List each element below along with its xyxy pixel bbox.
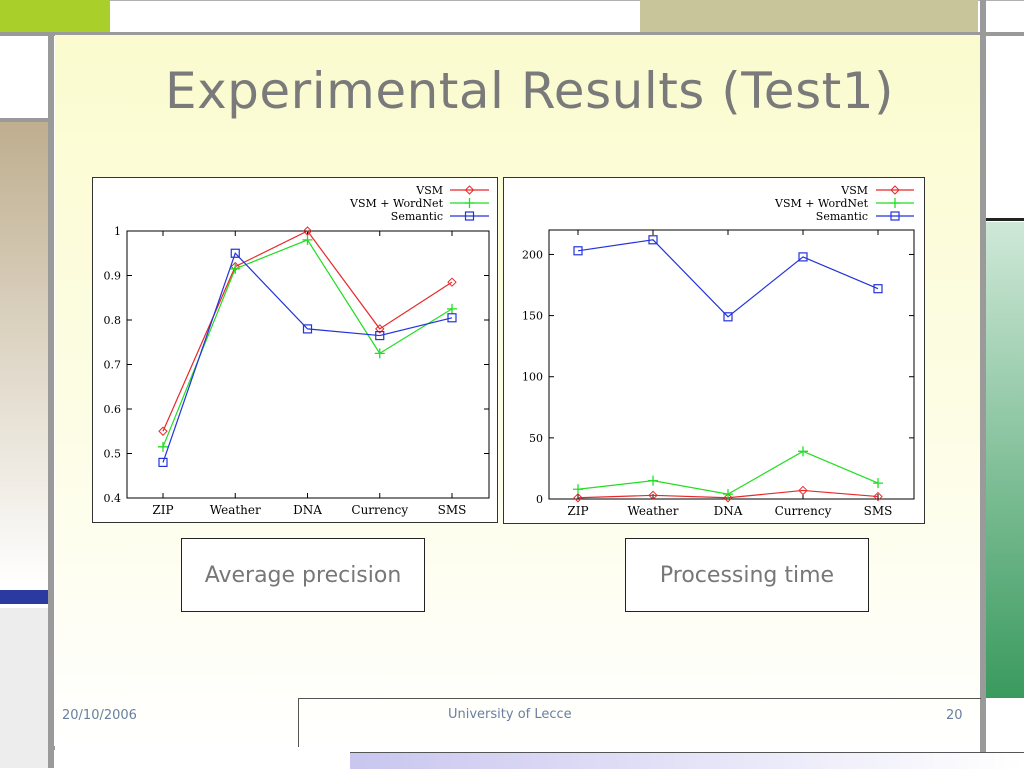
frame-left-vline (48, 36, 54, 768)
series-line (577, 239, 879, 318)
callout-label: Processing time (659, 562, 835, 588)
data-point (723, 493, 733, 503)
frame-right-black-line (986, 218, 1024, 221)
data-point (723, 489, 733, 500)
footer-page-number: 20 (946, 708, 963, 723)
data-point (573, 246, 583, 256)
footer-organization: University of Lecce (448, 707, 572, 722)
data-point (648, 490, 658, 501)
data-point (873, 478, 883, 489)
series-line (162, 239, 453, 448)
y-tick-label: 100 (522, 371, 543, 384)
x-tick-label: SMS (864, 504, 893, 518)
callout-label: Average precision (204, 562, 402, 588)
data-point (573, 493, 583, 503)
data-point (374, 348, 385, 359)
legend-marker (890, 211, 900, 221)
legend-marker (464, 198, 475, 208)
data-point (158, 457, 168, 467)
data-point (302, 324, 313, 334)
frame-right-vline (980, 0, 986, 768)
legend-marker (464, 211, 475, 221)
data-point (158, 426, 168, 436)
x-tick-label: Currency (775, 504, 832, 518)
legend-label: VSM + WordNet (774, 197, 869, 210)
slide-title: Experimental Results (Test1) (165, 62, 895, 120)
legend-marker (464, 185, 475, 195)
legend-label: VSM (415, 184, 443, 197)
y-tick-label: 0 (536, 493, 543, 506)
legend-marker (890, 198, 900, 208)
footer-date: 20/10/2006 (62, 708, 137, 723)
series-line (577, 450, 879, 495)
x-tick-label: ZIP (152, 503, 173, 517)
precision-chart-panel: 0.4 0.5 0.6 0.7 0.8 0.9 1 ZIP Weather DNA Currency… (92, 177, 498, 523)
frame-left-tan (0, 122, 48, 588)
x-tick-label: SMS (438, 503, 467, 517)
frame-top-right-khaki (640, 0, 978, 32)
data-point (302, 234, 313, 245)
y-tick-label: 200 (522, 248, 543, 261)
y-tick-label: 0.6 (104, 403, 122, 416)
time-chart-panel: 0 50 100 150 200 ZIP Weather DNA Currency SMS VSM V… (503, 177, 925, 524)
data-point (873, 491, 883, 502)
data-point (375, 324, 385, 334)
footer-box (298, 698, 981, 747)
frame-top-left-white (0, 36, 48, 122)
x-tick-label: DNA (714, 504, 743, 518)
data-point (158, 441, 168, 452)
data-point (447, 303, 457, 314)
data-point (723, 312, 733, 322)
x-tick-label: Currency (351, 503, 408, 517)
y-tick-label: 0.5 (104, 448, 122, 461)
data-point (447, 277, 457, 287)
y-tick-label: 150 (522, 310, 543, 323)
data-point (648, 235, 658, 245)
plot-area (126, 230, 490, 499)
frame-bottom-lavender (350, 752, 1024, 769)
frame-top-bar (0, 32, 1024, 36)
legend-marker (890, 185, 900, 195)
legend-label: VSM (840, 184, 868, 197)
data-point (798, 252, 808, 262)
series-line (162, 252, 453, 463)
callout-average-precision: Average precision (181, 538, 425, 612)
data-point (230, 248, 240, 258)
precision-chart: 0.4 0.5 0.6 0.7 0.8 0.9 1 ZIP Weather DNA Currency… (104, 184, 490, 517)
legend-label: VSM + WordNet (349, 197, 444, 210)
y-tick-label: 0.7 (104, 359, 122, 372)
x-tick-label: DNA (293, 503, 322, 517)
data-point (573, 484, 583, 495)
legend-label: Semantic (391, 210, 443, 223)
plot-area (548, 229, 915, 500)
data-point (798, 446, 808, 457)
x-tick-label: Weather (628, 504, 679, 518)
callout-processing-time: Processing time (625, 538, 869, 612)
y-tick-label: 0.9 (104, 270, 122, 283)
frame-top-left-green (0, 0, 110, 32)
y-tick-label: 50 (529, 432, 543, 445)
y-tick-label: 1 (114, 225, 121, 238)
data-point (648, 475, 658, 486)
data-point (230, 263, 241, 274)
y-tick-label: 0.8 (104, 314, 122, 327)
data-point (798, 485, 808, 496)
x-tick-label: ZIP (567, 504, 588, 518)
data-point (375, 330, 385, 341)
data-point (873, 284, 883, 294)
frame-left-lower (0, 608, 48, 768)
series-line (162, 230, 453, 432)
legend-label: Semantic (816, 210, 868, 223)
time-chart: 0 50 100 150 200 ZIP Weather DNA Currency SMS VSMV… (522, 184, 915, 518)
y-tick-label: 0.4 (104, 492, 122, 505)
frame-left-blue (0, 590, 48, 604)
frame-top-line (110, 0, 1024, 1)
x-tick-label: Weather (210, 503, 261, 517)
data-point (447, 313, 457, 323)
frame-right-green (986, 222, 1024, 698)
